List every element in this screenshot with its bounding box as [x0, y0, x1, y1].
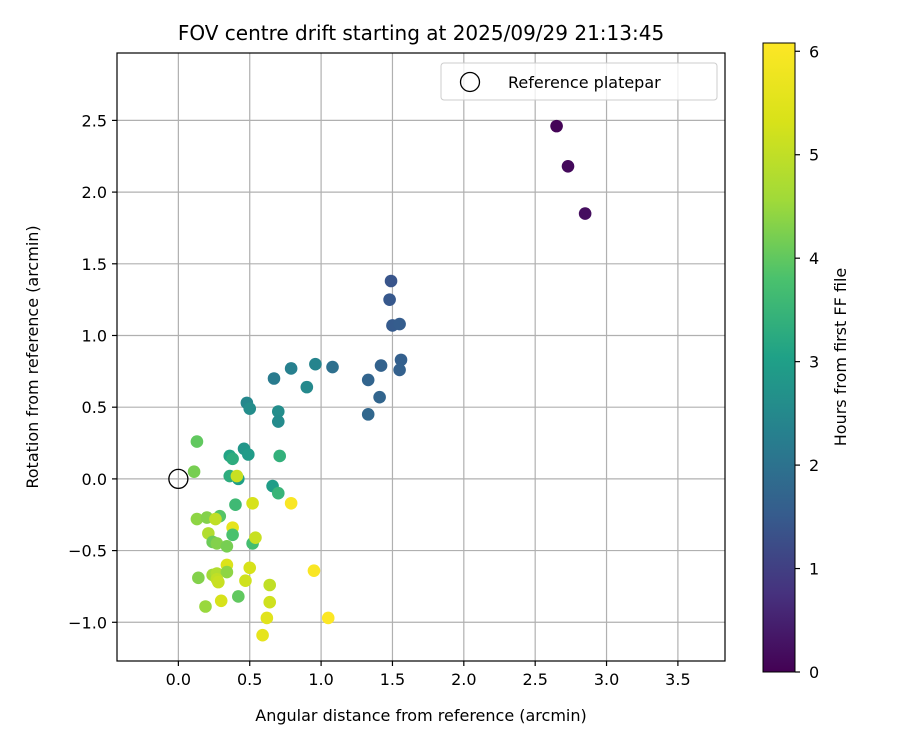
legend: Reference platepar: [440, 62, 718, 101]
data-point: [243, 402, 257, 415]
data-point: [187, 465, 201, 479]
chart-title: FOV centre drift starting at 2025/09/29 …: [178, 21, 664, 45]
data-point: [226, 528, 239, 542]
data-point: [561, 159, 575, 173]
y-axis-label: Rotation from reference (arcmin): [23, 225, 42, 488]
data-point: [271, 405, 285, 418]
reference-point: [168, 468, 189, 490]
x-tick-label: 2.0: [451, 670, 476, 689]
y-tick-label: 2.0: [82, 183, 107, 202]
colorbar-tick-label: 0: [809, 663, 819, 682]
data-point: [309, 357, 322, 371]
data-point: [361, 408, 375, 421]
data-point: [214, 594, 228, 608]
data-point: [230, 469, 244, 483]
legend-box: [440, 62, 718, 101]
data-point: [394, 353, 408, 367]
data-point: [321, 611, 335, 625]
data-point: [260, 611, 274, 625]
x-axis-ticks: 0.0 0.5 1.0 1.5 2.0 2.5 3.0 3.5: [166, 661, 691, 689]
data-point: [393, 317, 406, 331]
data-points: [187, 119, 592, 642]
x-tick-label: 3.0: [594, 670, 619, 689]
data-point: [249, 531, 262, 544]
x-tick-label: 0.5: [237, 670, 262, 689]
data-point: [246, 496, 259, 510]
data-point: [242, 448, 255, 461]
colorbar-tick-label: 5: [809, 146, 819, 165]
colorbar-ticks: 0 1 2 3 4 5 6: [795, 42, 819, 682]
data-point: [212, 575, 225, 589]
data-point: [210, 537, 224, 550]
colorbar-tick-label: 3: [809, 353, 819, 372]
data-point: [190, 435, 204, 448]
data-point: [190, 512, 204, 526]
y-tick-label: 1.0: [82, 326, 107, 345]
data-point: [550, 119, 563, 133]
data-point: [239, 574, 252, 587]
data-point: [578, 207, 592, 220]
colorbar-tick-label: 6: [809, 42, 819, 61]
data-point: [326, 360, 339, 374]
grid-lines: [117, 53, 725, 661]
colorbar-tick-label: 2: [809, 456, 819, 475]
colorbar-label: Hours from first FF file: [831, 268, 850, 447]
y-tick-label: −0.5: [68, 542, 107, 561]
data-point: [209, 512, 222, 526]
x-axis-label: Angular distance from reference (arcmin): [255, 706, 586, 725]
data-point: [220, 539, 234, 553]
x-tick-label: 2.5: [522, 670, 547, 689]
data-point: [284, 362, 298, 375]
colorbar-tick-label: 4: [809, 249, 819, 268]
y-axis-ticks: −1.0 −0.5 0.0 0.5 1.0 1.5 2.0 2.5: [68, 111, 117, 632]
data-point: [263, 595, 277, 609]
x-tick-label: 3.5: [665, 670, 690, 689]
legend-label: Reference platepar: [508, 73, 661, 92]
x-tick-label: 1.0: [308, 670, 333, 689]
data-point: [373, 390, 386, 404]
data-point: [192, 571, 205, 585]
y-tick-label: −1.0: [68, 613, 107, 632]
y-tick-label: 2.5: [82, 111, 107, 130]
data-point: [361, 373, 375, 387]
data-point: [300, 380, 314, 394]
plot-frame: [116, 52, 726, 662]
data-point: [284, 496, 298, 510]
data-point: [374, 359, 388, 372]
colorbar-tick-label: 1: [809, 560, 819, 579]
colorbar: 0 1 2 3 4 5 6 Hours from first FF file: [762, 42, 850, 682]
y-tick-label: 1.5: [82, 255, 107, 274]
data-point: [199, 600, 212, 613]
data-point: [267, 372, 281, 385]
data-point: [384, 274, 398, 288]
data-point: [220, 565, 234, 579]
data-point: [263, 578, 277, 592]
data-point: [256, 628, 269, 642]
data-point: [243, 561, 257, 575]
y-tick-label: 0.0: [82, 470, 107, 489]
x-tick-label: 0.0: [166, 670, 191, 689]
data-point: [307, 564, 321, 577]
data-point: [273, 449, 287, 463]
y-tick-label: 0.5: [82, 398, 107, 417]
data-point: [271, 486, 285, 500]
data-point: [393, 363, 406, 377]
data-point: [383, 293, 396, 306]
data-point: [232, 590, 245, 603]
colorbar-gradient: [762, 42, 796, 673]
data-point: [271, 415, 285, 428]
data-point: [229, 498, 242, 511]
reference-marker: [168, 468, 189, 490]
x-tick-label: 1.5: [380, 670, 405, 689]
legend-marker-icon: [459, 71, 481, 93]
data-point: [226, 452, 239, 466]
